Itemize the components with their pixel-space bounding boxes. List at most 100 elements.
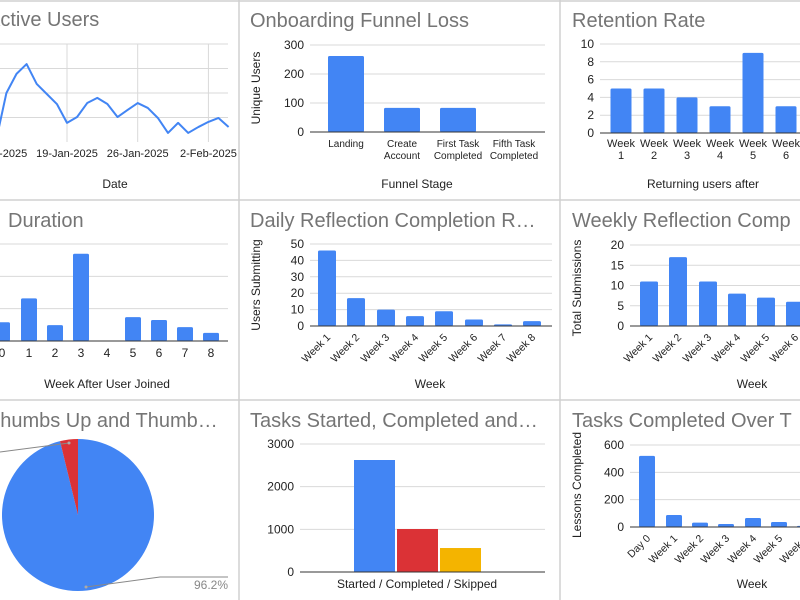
bar [125,317,141,341]
bar [709,106,731,133]
y-tick-label: 2 [587,108,594,122]
x-tick-label: 0 [0,346,6,360]
bar [347,298,365,326]
y-tick-label: 4 [587,90,594,104]
bar [757,297,775,326]
y-tick-label: 1000 [267,522,294,536]
x-axis-title: Week [415,377,446,391]
x-tick-label: 8 [208,346,215,360]
bar [640,281,658,326]
bar [775,106,797,133]
y-tick-label: 20 [291,286,305,300]
bar [699,281,717,326]
chart-title-thumbs: Thumbs Up and Thumb… [0,410,218,432]
x-tick-label: Week 1 [300,332,334,366]
x-axis-title: Date [102,177,128,191]
x-tick-label: 3 [78,346,85,360]
leader-line [85,576,228,588]
bar [666,514,682,527]
y-tick-label: 10 [581,37,595,51]
bar [73,253,89,341]
pie-data-label: 96.2% [194,578,228,592]
y-tick-label: 30 [291,270,305,284]
x-tick-label: Week [607,138,635,150]
y-tick-label: 200 [604,493,624,507]
x-axis-title: Week After User Joined [44,377,170,391]
bar [786,301,800,326]
x-tick-label: 2 [651,150,657,162]
x-axis-title: Week [737,577,768,591]
bar [639,455,655,527]
x-tick-label: Week 1 [622,332,656,366]
bar [318,250,336,326]
bar [643,88,665,133]
chart-title-tasks-started: Tasks Started, Completed and… [250,410,538,432]
y-axis-title: Unique Users [249,52,263,125]
bar [676,97,698,133]
x-tick-label: Week 2 [651,332,685,366]
x-axis-title: Returning users after [647,177,759,191]
x-tick-label: Week 4 [388,332,422,366]
x-tick-label: Week [772,138,800,150]
bar [406,316,424,326]
y-tick-label: 10 [611,279,625,293]
x-tick-label: Week 5 [739,332,773,366]
y-tick-label: 400 [604,465,624,479]
x-tick-label: First Task [437,139,481,150]
y-tick-label: 20 [611,238,625,252]
x-tick-label: Week 3 [681,332,715,366]
x-tick-label: Week 6 [447,332,481,366]
bar [435,311,453,326]
x-axis-title: Funnel Stage [381,177,453,191]
y-axis-title: Users Submitting [249,239,263,330]
x-tick-label: Week 6 [768,332,800,366]
chart-title-daily-reflection: Daily Reflection Completion R… [250,210,536,232]
y-tick-label: 200 [284,67,304,81]
bar [771,521,787,527]
y-tick-label: 10 [291,303,305,317]
bar [610,88,632,133]
y-tick-label: 2000 [267,480,294,494]
bar [354,460,395,572]
y-tick-label: 6 [587,73,594,87]
y-tick-label: 600 [604,438,624,452]
x-tick-label: Week [706,138,734,150]
chart-title-onboarding-funnel: Onboarding Funnel Loss [250,10,470,32]
y-tick-label: 15 [611,258,625,272]
bar [328,56,364,132]
x-axis-title: Started / Completed / Skipped [337,577,497,591]
bar [151,319,167,341]
pie-slice [2,439,155,591]
x-tick-label: 7 [182,346,189,360]
bar [0,322,10,341]
x-tick-label: Week [640,138,668,150]
x-tick-label: 4 [104,346,111,360]
bar [177,327,193,341]
y-tick-label: 0 [287,565,294,579]
line-series [0,63,230,134]
x-tick-label: 1 [26,346,33,360]
y-tick-label: 0 [297,319,304,333]
bar [728,293,746,326]
x-tick-label: 3 [684,150,690,162]
x-tick-label: Fifth Task [493,139,537,150]
x-tick-label: 1 [618,150,624,162]
x-tick-label: Week 5 [417,332,451,366]
bar [384,107,420,132]
chart-title-retention-rate: Retention Rate [572,10,706,32]
x-tick-label: 4 [717,150,723,162]
x-tick-label: 19-Jan-2025 [36,148,98,160]
bar [397,528,438,572]
bar [440,548,481,572]
x-tick-label: Week 7 [476,332,510,366]
leader-dot [67,441,71,445]
y-tick-label: 0 [617,319,624,333]
y-tick-label: 50 [291,237,305,251]
pie-slice [60,439,78,515]
bar [21,298,37,341]
bar [440,107,476,132]
x-tick-label: 26-Jan-2025 [107,148,169,160]
bar [669,257,687,326]
bar [745,517,761,527]
x-tick-label: Completed [490,151,538,162]
